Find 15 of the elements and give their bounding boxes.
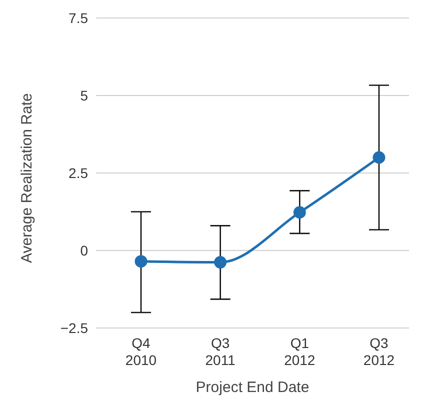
- x-tick-label: Q4 2010: [125, 335, 157, 368]
- y-tick-label: 0: [80, 242, 88, 258]
- x-tick-label: Q1 2012: [284, 335, 316, 368]
- point: [214, 256, 227, 269]
- x-axis-title: Project End Date: [196, 379, 310, 396]
- x-tick-label: Q3 2012: [363, 335, 395, 368]
- y-tick-label: −2.5: [60, 320, 88, 336]
- y-axis-title: Average Realization Rate: [18, 93, 36, 263]
- point: [134, 255, 148, 268]
- x-tick-label: Q3 2011: [205, 335, 236, 368]
- point: [293, 206, 306, 219]
- y-tick-label: 7.5: [68, 10, 88, 26]
- y-tick-label: 2.5: [68, 164, 88, 181]
- y-tick-label: 5: [80, 87, 88, 104]
- point: [372, 151, 386, 164]
